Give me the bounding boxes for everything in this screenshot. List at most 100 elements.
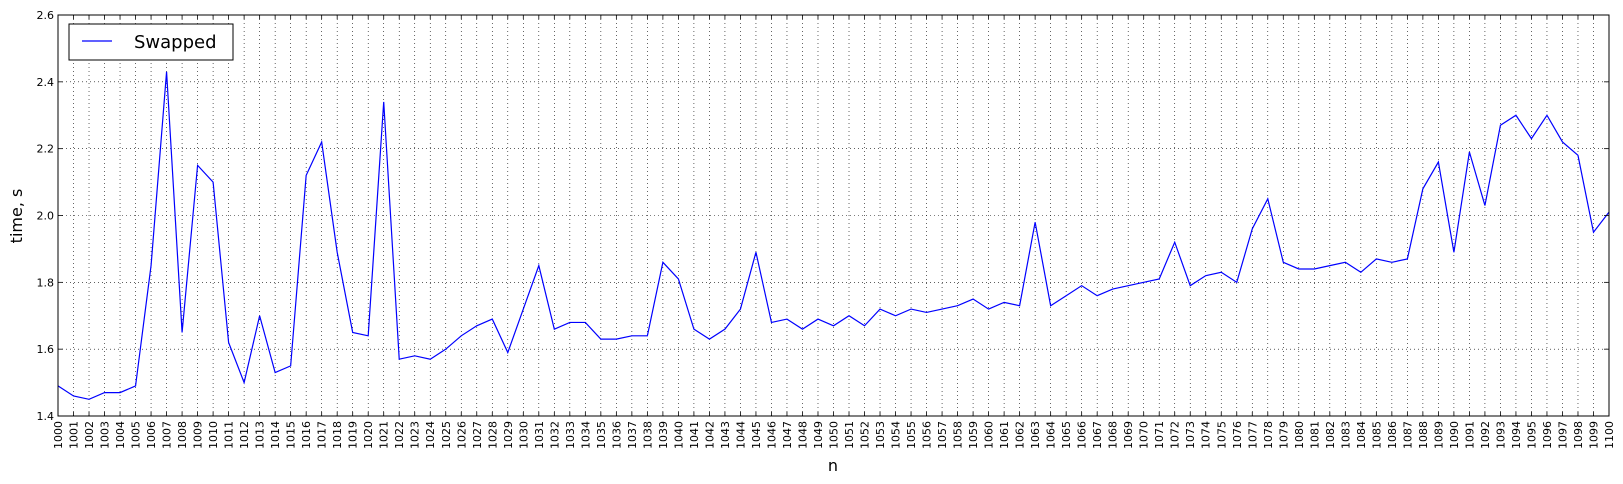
x-tick-label: 1055 [905, 421, 918, 449]
x-tick-label: 1051 [843, 421, 856, 449]
x-tick-label: 1037 [626, 421, 639, 449]
x-tick-label: 1074 [1200, 421, 1213, 449]
y-tick-label: 2.0 [37, 210, 55, 223]
axis-ticks [57, 14, 1610, 417]
x-tick-label: 1090 [1448, 421, 1461, 449]
x-tick-label: 1002 [83, 421, 96, 449]
x-tick-label: 1038 [641, 421, 654, 449]
x-tick-label: 1010 [207, 421, 220, 449]
x-tick-label: 1041 [688, 421, 701, 449]
x-tick-label: 1097 [1556, 421, 1569, 449]
x-tick-label: 1020 [362, 421, 375, 449]
x-tick-label: 1015 [285, 421, 298, 449]
y-tick-label: 1.4 [37, 410, 55, 423]
x-tick-label: 1082 [1324, 421, 1337, 449]
x-tick-label: 1046 [765, 421, 778, 449]
x-tick-label: 1017 [316, 421, 329, 449]
x-tick-label: 1026 [455, 421, 468, 449]
grid [58, 15, 1609, 416]
x-tick-label: 1100 [1603, 421, 1616, 449]
x-tick-label: 1013 [254, 421, 267, 449]
y-tick-label: 1.6 [37, 343, 55, 356]
x-tick-label: 1065 [1060, 421, 1073, 449]
x-tick-label: 1073 [1184, 421, 1197, 449]
x-tick-label: 1034 [579, 421, 592, 449]
x-tick-label: 1004 [114, 421, 127, 449]
x-tick-label: 1021 [378, 421, 391, 449]
x-tick-label: 1092 [1479, 421, 1492, 449]
x-tick-label: 1018 [331, 421, 344, 449]
x-tick-label: 1042 [703, 421, 716, 449]
x-axis-title: n [828, 456, 838, 475]
x-tick-label: 1098 [1572, 421, 1585, 449]
x-tick-label: 1047 [781, 421, 794, 449]
x-tick-label: 1091 [1463, 421, 1476, 449]
x-tick-label: 1012 [238, 421, 251, 449]
x-tick-label: 1023 [409, 421, 422, 449]
x-tick-label: 1008 [176, 421, 189, 449]
x-tick-label: 1071 [1153, 421, 1166, 449]
x-tick-label: 1069 [1122, 421, 1135, 449]
x-tick-label: 1080 [1293, 421, 1306, 449]
x-tick-label: 1083 [1339, 421, 1352, 449]
x-tick-label: 1085 [1370, 421, 1383, 449]
x-tick-label: 1086 [1386, 421, 1399, 449]
x-tick-label: 1052 [859, 421, 872, 449]
x-tick-label: 1081 [1308, 421, 1321, 449]
y-tick-label: 2.6 [37, 9, 55, 22]
series-line-swapped [57, 71, 1610, 400]
x-tick-label: 1006 [145, 421, 158, 449]
x-tick-label: 1011 [223, 421, 236, 449]
x-tick-label: 1009 [192, 421, 205, 449]
series-lines [57, 71, 1610, 400]
x-tick-label: 1054 [890, 421, 903, 449]
legend-box [68, 23, 234, 61]
x-tick-label: 1058 [952, 421, 965, 449]
x-tick-label: 1060 [983, 421, 996, 449]
legend: Swapped [68, 23, 234, 61]
x-tick-label: 1005 [130, 421, 143, 449]
x-tick-label: 1095 [1525, 421, 1538, 449]
x-tick-label: 1043 [719, 421, 732, 449]
x-tick-label: 1016 [300, 421, 313, 449]
x-tick-label: 1089 [1432, 421, 1445, 449]
x-tick-label: 1024 [424, 421, 437, 449]
x-tick-label: 1032 [548, 421, 561, 449]
x-tick-label: 1088 [1417, 421, 1430, 449]
x-tick-label: 1039 [657, 421, 670, 449]
x-tick-label: 1000 [52, 421, 65, 449]
x-tick-label: 1075 [1215, 421, 1228, 449]
x-tick-label: 1094 [1510, 421, 1523, 449]
x-tick-label: 1028 [486, 421, 499, 449]
x-tick-label: 1067 [1091, 421, 1104, 449]
x-tick-label: 1068 [1107, 421, 1120, 449]
x-tick-label: 1036 [610, 421, 623, 449]
x-tick-label: 1029 [502, 421, 515, 449]
x-tick-label: 1001 [68, 421, 81, 449]
x-tick-label: 1064 [1045, 421, 1058, 449]
x-tick-label: 1014 [269, 421, 282, 449]
x-tick-label: 1003 [99, 421, 112, 449]
x-tick-label: 1031 [533, 421, 546, 449]
x-tick-label: 1007 [161, 421, 174, 449]
x-tick-label: 1062 [1014, 421, 1027, 449]
x-tick-label: 1072 [1169, 421, 1182, 449]
x-tick-label: 1084 [1355, 421, 1368, 449]
x-tick-label: 1096 [1541, 421, 1554, 449]
x-tick-label: 1049 [812, 421, 825, 449]
y-tick-label: 2.2 [37, 143, 55, 156]
x-tick-label: 1044 [734, 421, 747, 449]
x-tick-label: 1019 [347, 421, 360, 449]
x-tick-label: 1022 [393, 421, 406, 449]
y-tick-label: 1.8 [37, 276, 55, 289]
x-tick-label: 1070 [1138, 421, 1151, 449]
x-tick-label: 1076 [1231, 421, 1244, 449]
y-tick-labels: 1.4 1.6 1.8 2.0 2.2 2.4 2.6 [37, 9, 55, 423]
x-tick-label: 1078 [1262, 421, 1275, 449]
x-tick-label: 1061 [998, 421, 1011, 449]
y-axis-title: time, s [7, 189, 26, 244]
x-tick-label: 1053 [874, 421, 887, 449]
legend-label: Swapped [134, 32, 217, 53]
x-tick-label: 1087 [1401, 421, 1414, 449]
